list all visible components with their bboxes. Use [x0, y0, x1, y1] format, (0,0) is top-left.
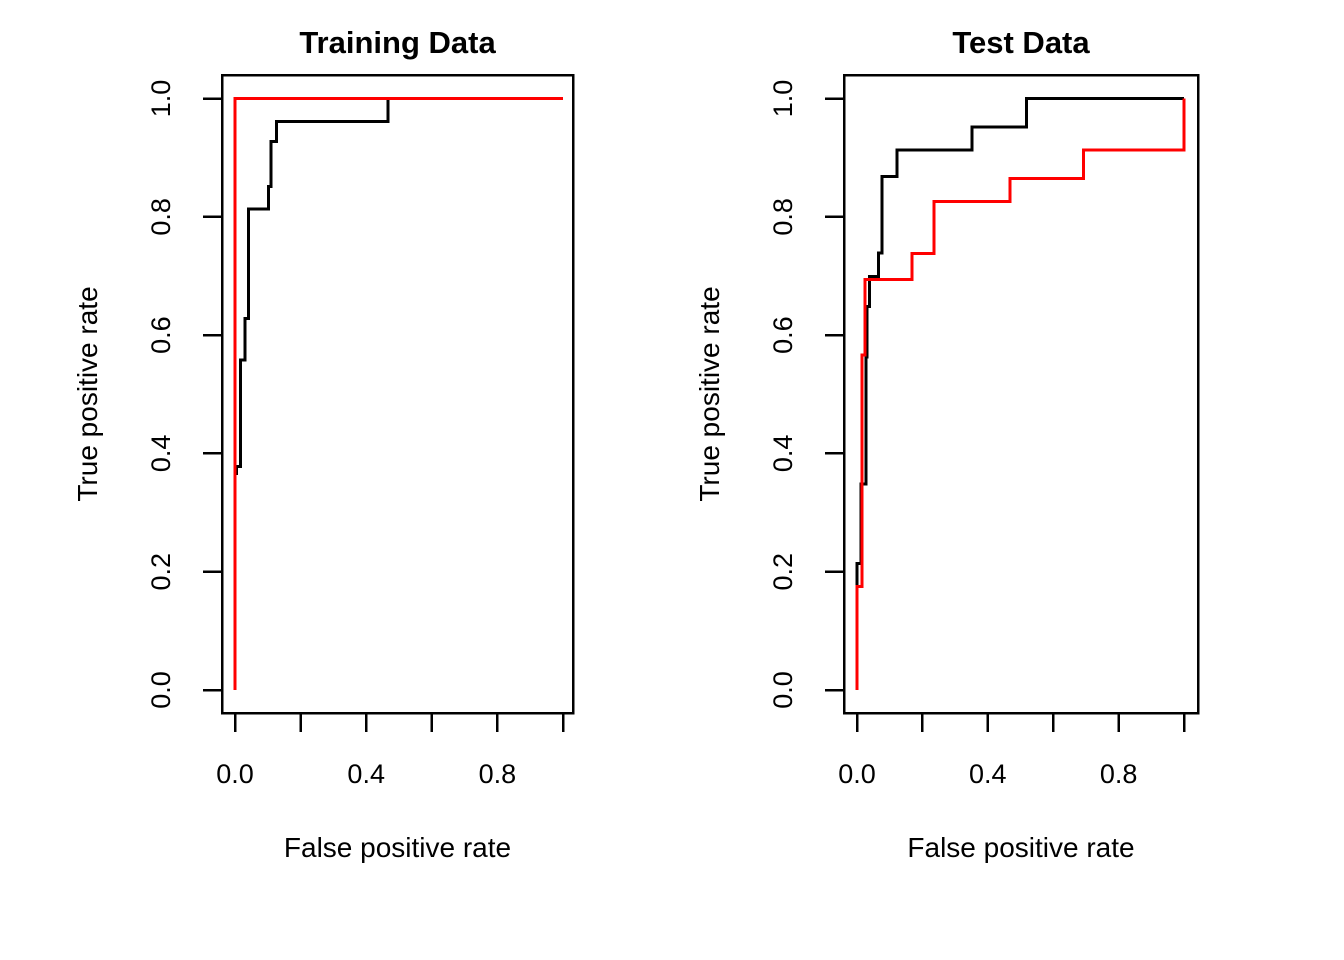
test-panel: 0.0 0.4 0.8 0.0 0.2 0.4 0.6 0.8 1.0: [768, 73, 1200, 789]
y-axis-title-test: True positive rate: [694, 286, 725, 502]
y-tick-label: 0.8: [146, 198, 176, 236]
x-axis-title-training: False positive rate: [283, 832, 512, 863]
x-axis-title-test: False positive rate: [907, 832, 1135, 863]
y-tick-label: 0.8: [768, 198, 798, 236]
x-tick-label: 0.8: [479, 759, 517, 789]
plot-box: [842, 73, 1200, 715]
x-tick-label: 0.0: [216, 759, 254, 789]
black-roc-curve: [233, 97, 563, 690]
red-roc-curve: [855, 98, 1186, 690]
black-roc-curve: [855, 97, 1184, 690]
y-tick-label: 0.2: [146, 553, 176, 591]
red-roc-curve: [233, 97, 563, 690]
y-axis-title-training: True positive rate: [72, 286, 103, 502]
y-tick-label: 0.4: [146, 435, 176, 473]
y-tick-label: 0.2: [768, 553, 798, 591]
y-tick-label: 1.0: [146, 80, 176, 118]
x-tick-label: 0.4: [347, 759, 385, 789]
plot-box: [220, 73, 575, 715]
x-tick-label: 0.4: [969, 759, 1007, 789]
y-tick-label: 0.4: [768, 435, 798, 473]
y-tick-label: 0.6: [768, 316, 798, 354]
y-tick-label: 0.0: [768, 671, 798, 709]
y-tick-label: 1.0: [768, 80, 798, 118]
x-tick-label: 0.8: [1100, 759, 1138, 789]
chart-title-test: Test Data: [952, 25, 1090, 60]
y-tick-label: 0.0: [146, 671, 176, 709]
x-tick-label: 0.0: [838, 759, 876, 789]
y-tick-label: 0.6: [146, 316, 176, 354]
training-panel: 0.0 0.4 0.8 0.0 0.2 0.4 0.6 0.8 1.0: [146, 73, 575, 789]
chart-title-training: Training Data: [299, 25, 496, 60]
